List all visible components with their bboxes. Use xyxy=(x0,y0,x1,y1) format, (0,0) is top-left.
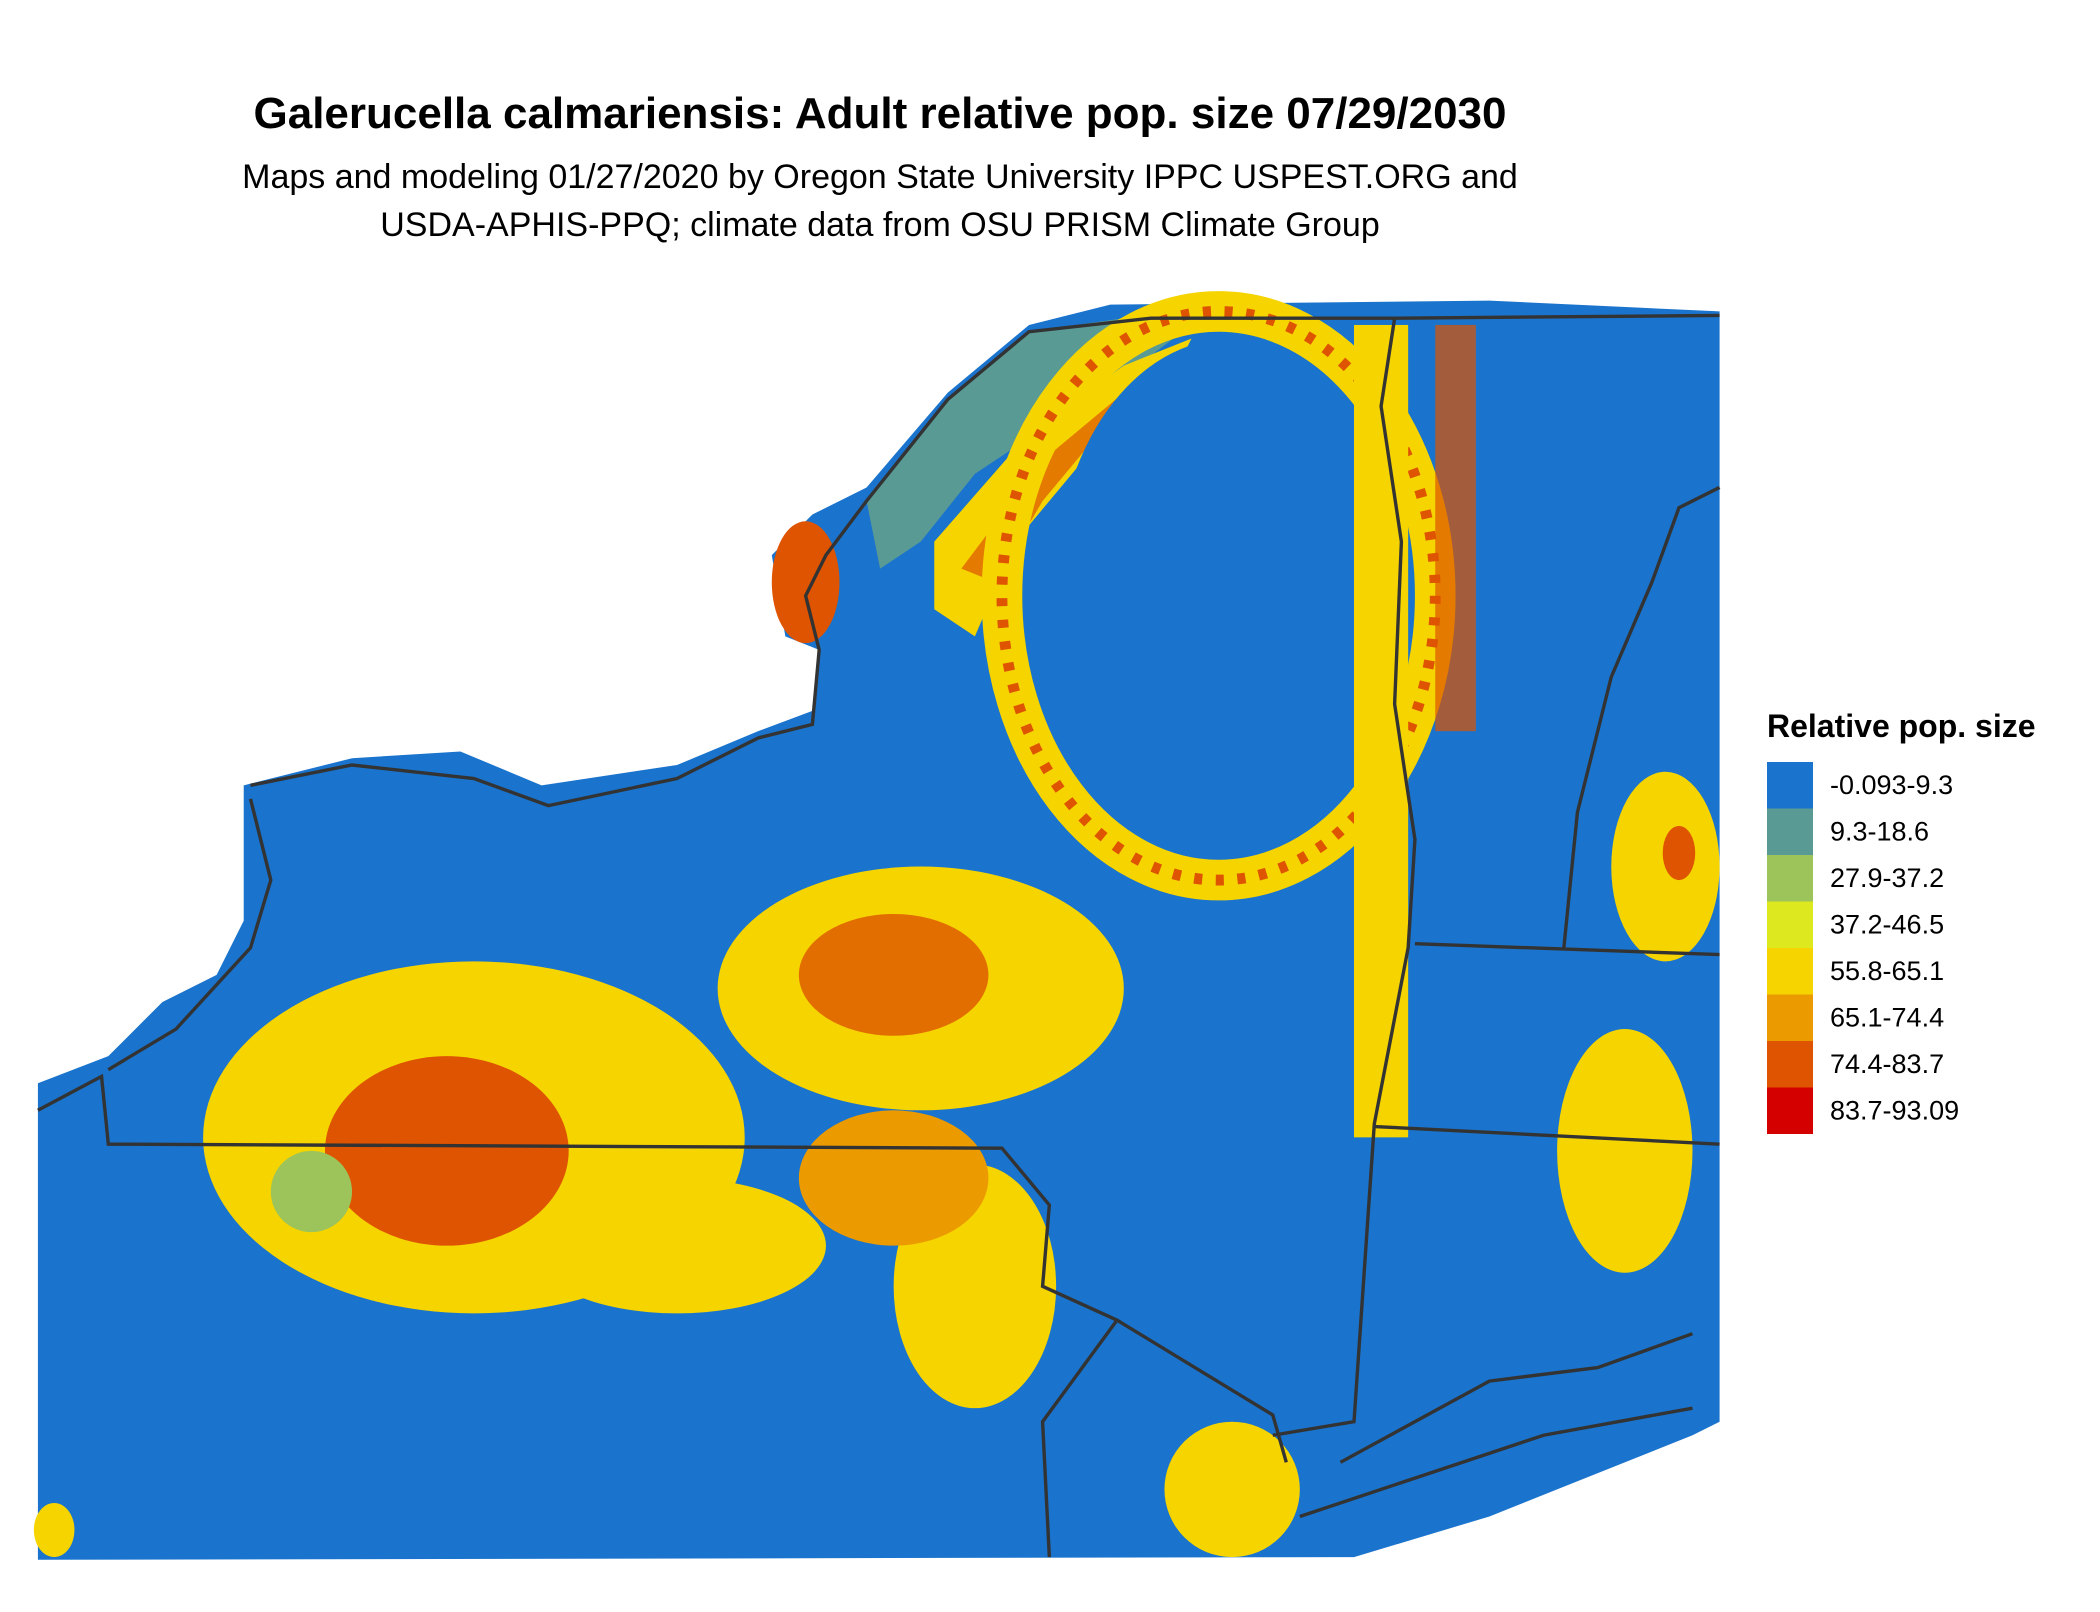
blob xyxy=(528,1177,826,1314)
legend-label: 27.9-37.2 xyxy=(1830,863,1944,893)
blob xyxy=(33,1502,75,1558)
legend-label: 65.1-74.4 xyxy=(1830,1003,1944,1033)
map xyxy=(33,291,1721,1560)
map-subtitle: Maps and modeling 01/27/2020 by Oregon S… xyxy=(242,158,1518,196)
legend-label: 83.7-93.09 xyxy=(1830,1096,1959,1126)
legend-swatch xyxy=(1767,1087,1813,1134)
legend-label: 74.4-83.7 xyxy=(1830,1049,1944,1079)
blob xyxy=(771,521,840,644)
ring-inner xyxy=(1056,338,1409,826)
legend-swatch xyxy=(1767,994,1813,1041)
legend-swatch xyxy=(1767,1041,1813,1088)
blob xyxy=(1164,1421,1300,1558)
map-subtitle: USDA-APHIS-PPQ; climate data from OSU PR… xyxy=(380,206,1379,244)
legend-label: -0.093-9.3 xyxy=(1830,770,1953,800)
strip xyxy=(1435,324,1476,732)
legend-swatch xyxy=(1767,762,1813,809)
legend-label: 55.8-65.1 xyxy=(1830,956,1944,986)
legend-label: 9.3-18.6 xyxy=(1830,817,1929,847)
blob xyxy=(798,913,989,1036)
map-title: Galerucella calmariensis: Adult relative… xyxy=(254,89,1507,138)
blob xyxy=(1557,1029,1693,1273)
legend-label: 37.2-46.5 xyxy=(1830,910,1944,940)
blob xyxy=(798,1110,989,1246)
legend-swatch xyxy=(1767,855,1813,902)
blob xyxy=(1662,825,1696,881)
legend-title: Relative pop. size xyxy=(1767,708,2036,744)
legend-swatch xyxy=(1767,948,1813,995)
blob xyxy=(270,1150,353,1233)
legend-swatch xyxy=(1767,808,1813,855)
blob xyxy=(324,1056,569,1246)
legend-swatch xyxy=(1767,901,1813,948)
boundaries xyxy=(37,313,1721,1558)
legend: -0.093-9.3 9.3-18.6 27.9-37.2 37.2-46.5 55.8… xyxy=(1767,762,1959,1134)
